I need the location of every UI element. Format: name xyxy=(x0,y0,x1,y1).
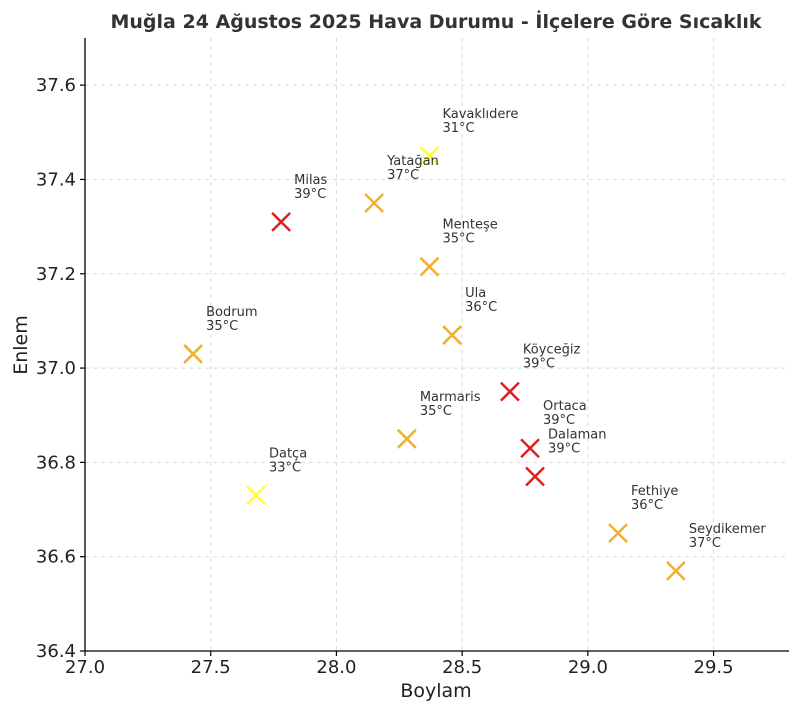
point-temp-label: 39°C xyxy=(548,442,580,457)
point-name-label: Milas xyxy=(294,173,327,188)
point-name-label: Menteşe xyxy=(442,218,497,233)
x-marker xyxy=(246,485,266,506)
point-temp-label: 37°C xyxy=(387,168,419,183)
x-marker xyxy=(396,428,417,449)
point-temp-label: 33°C xyxy=(269,460,301,475)
point-name-label: Marmaris xyxy=(420,390,481,405)
y-tick-label: 37.0 xyxy=(36,358,76,379)
point-name-label: Yatağan xyxy=(386,154,439,169)
point-temp-label: 36°C xyxy=(631,498,663,513)
y-axis-ticks: 36.4 36.6 36.8 37.0 37.2 37.4 37.6 xyxy=(36,75,85,662)
x-marker xyxy=(525,466,545,487)
y-tick-label: 36.4 xyxy=(36,641,76,662)
x-axis-ticks: 27.0 27.5 28.0 28.5 29.0 29.5 xyxy=(65,651,734,678)
x-marker xyxy=(665,560,686,581)
point-name-label: Seydikemer xyxy=(689,522,767,537)
point-name-label: Datça xyxy=(269,446,307,461)
x-marker xyxy=(183,344,203,364)
point-temp-label: 36°C xyxy=(465,300,497,315)
point-name-label: Bodrum xyxy=(206,305,257,320)
y-tick-label: 37.4 xyxy=(36,169,76,190)
y-tick-label: 37.2 xyxy=(36,264,76,285)
x-marker xyxy=(419,256,440,277)
x-marker xyxy=(608,523,628,543)
point-temp-label: 37°C xyxy=(689,536,721,551)
point-temp-label: 35°C xyxy=(442,232,474,247)
x-tick-label: 29.0 xyxy=(568,657,608,678)
y-axis-label: Enlem xyxy=(10,315,32,375)
axes-frame xyxy=(84,38,789,652)
y-tick-label: 37.6 xyxy=(36,75,76,96)
x-axis-label: Boylam xyxy=(400,680,471,702)
point-name-label: Köyceğiz xyxy=(523,343,581,358)
x-marker xyxy=(500,381,520,402)
point-name-label: Ortaca xyxy=(543,399,587,414)
x-marker xyxy=(442,325,462,345)
point-name-label: Ula xyxy=(465,286,486,301)
y-tick-label: 36.6 xyxy=(36,547,76,568)
x-tick-label: 27.5 xyxy=(191,657,231,678)
point-temp-label: 39°C xyxy=(543,413,575,428)
point-name-label: Fethiye xyxy=(631,484,678,499)
x-tick-label: 29.5 xyxy=(694,657,734,678)
point-temp-label: 31°C xyxy=(442,121,474,136)
point-temp-label: 35°C xyxy=(206,319,238,334)
x-marker xyxy=(419,146,440,166)
chart-title: Muğla 24 Ağustos 2025 Hava Durumu - İlçe… xyxy=(110,9,761,33)
y-tick-label: 36.8 xyxy=(36,452,76,473)
x-tick-label: 28.0 xyxy=(316,657,356,678)
grid xyxy=(84,38,789,652)
x-tick-label: 28.5 xyxy=(442,657,482,678)
point-temp-label: 35°C xyxy=(420,404,452,419)
data-points: Kavaklıdere31°CYatağan37°CMilas39°CMente… xyxy=(183,107,767,581)
x-tick-label: 27.0 xyxy=(65,657,105,678)
point-name-label: Kavaklıdere xyxy=(442,107,518,122)
point-name-label: Dalaman xyxy=(548,428,606,443)
x-marker xyxy=(520,438,540,459)
point-temp-label: 39°C xyxy=(294,187,326,202)
x-marker xyxy=(364,193,385,213)
point-temp-label: 39°C xyxy=(523,357,555,372)
x-marker xyxy=(271,212,291,232)
